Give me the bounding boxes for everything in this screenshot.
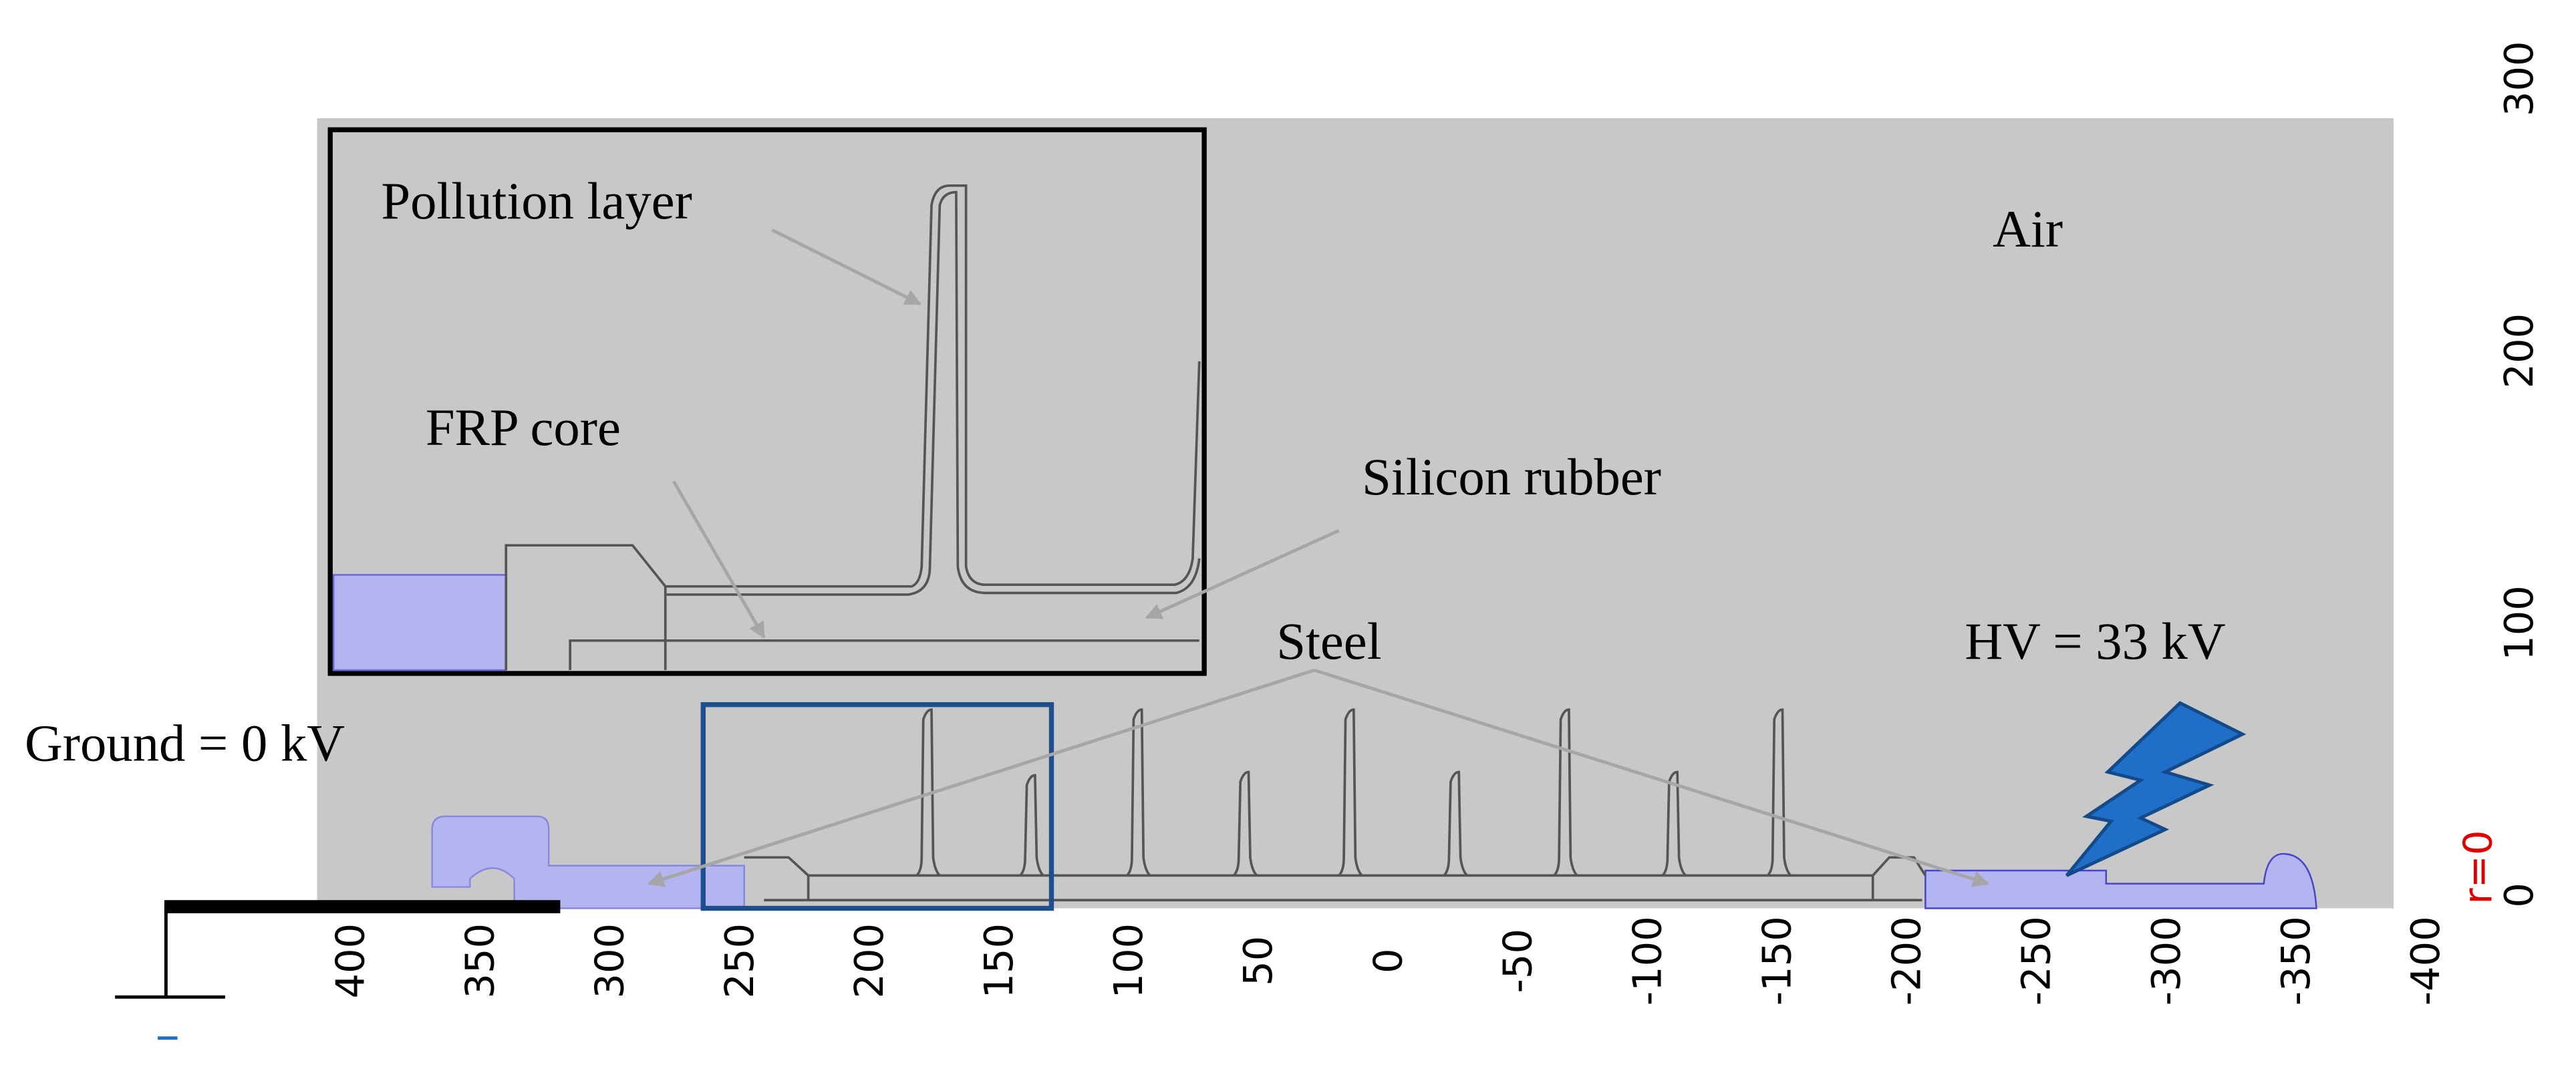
pollution-layer-label: Pollution layer [381,172,692,230]
arrow [647,668,1315,887]
shed [1443,770,1468,877]
shed [1126,708,1151,877]
x-tick-label: 350 [457,923,503,999]
x-tick-label: 200 [846,923,892,999]
axis-label: r=0 [2454,830,2500,904]
shed [1338,708,1363,877]
x-tick-label: -400 [2402,916,2448,1006]
shed [1766,708,1792,877]
inset-outline [664,190,1201,671]
hv-label: HV = 33 kV [1965,613,2225,671]
shed [1661,770,1687,877]
air-label: Air [1993,200,2063,259]
zoom-box [700,702,1054,911]
inset-fitting [332,574,507,671]
x-tick-label: -150 [1754,916,1800,1006]
y-tick-label: 300 [2496,41,2542,116]
shed [1553,708,1578,877]
arrow [1145,528,1340,619]
x-tick-label: -100 [1624,916,1670,1006]
y-tick-label: 200 [2496,313,2542,389]
arrow [1314,668,1990,887]
x-tick-label: 150 [976,923,1022,999]
x-tick-label: 100 [1105,923,1151,999]
x-tick-label: -350 [2273,916,2319,1006]
shed [1019,774,1044,877]
x-tick-label: 50 [1235,936,1281,986]
inset-core [569,639,1199,671]
x-tick-label: -200 [1884,916,1930,1006]
x-tick-label: -300 [2143,916,2189,1006]
steel-label: Steel [1276,613,1381,671]
x-tick-label: 400 [327,923,374,999]
x-tick-label: 0 [1365,948,1411,973]
lightning-bolt [2065,701,2247,877]
x-tick-label: 300 [587,923,633,999]
ground-label: Ground = 0 kV [25,714,345,772]
y-tick-label: 0 [2496,883,2542,908]
arrow [771,228,922,306]
ground-fitting [431,815,745,909]
x-tick-label: 250 [716,923,762,999]
silicon-rubber-label: Silicon rubber [1362,448,1661,506]
inset-outline [505,184,1201,671]
y-tick-label: 100 [2496,585,2542,661]
frp-core-label: FRP core [426,399,621,457]
insulator [744,708,1926,902]
hv-fitting [1924,853,2317,909]
shed [915,708,941,877]
x-tick-label: -250 [2013,916,2059,1006]
x-tick-label: -50 [1494,929,1540,993]
arrow [672,480,766,639]
shed [1232,770,1258,877]
